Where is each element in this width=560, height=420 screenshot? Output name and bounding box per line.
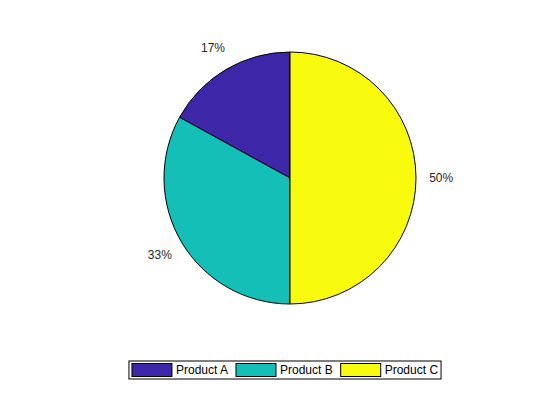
legend-swatch xyxy=(132,364,172,377)
legend-swatch xyxy=(236,364,276,377)
legend-label: Product B xyxy=(280,363,333,377)
legend-label: Product C xyxy=(385,363,439,377)
legend-label: Product A xyxy=(176,363,228,377)
pie xyxy=(164,52,416,304)
data-label: 50% xyxy=(429,171,453,185)
legend-swatch xyxy=(341,364,381,377)
slice xyxy=(164,117,290,304)
slice xyxy=(290,52,416,304)
legend: Product A Product B Product C xyxy=(129,361,441,379)
data-label: 17% xyxy=(201,41,225,55)
legend-box xyxy=(129,361,441,379)
data-label: 33% xyxy=(148,248,172,262)
chart: 17% 33% 50% Product A Product B Product C xyxy=(0,0,560,420)
